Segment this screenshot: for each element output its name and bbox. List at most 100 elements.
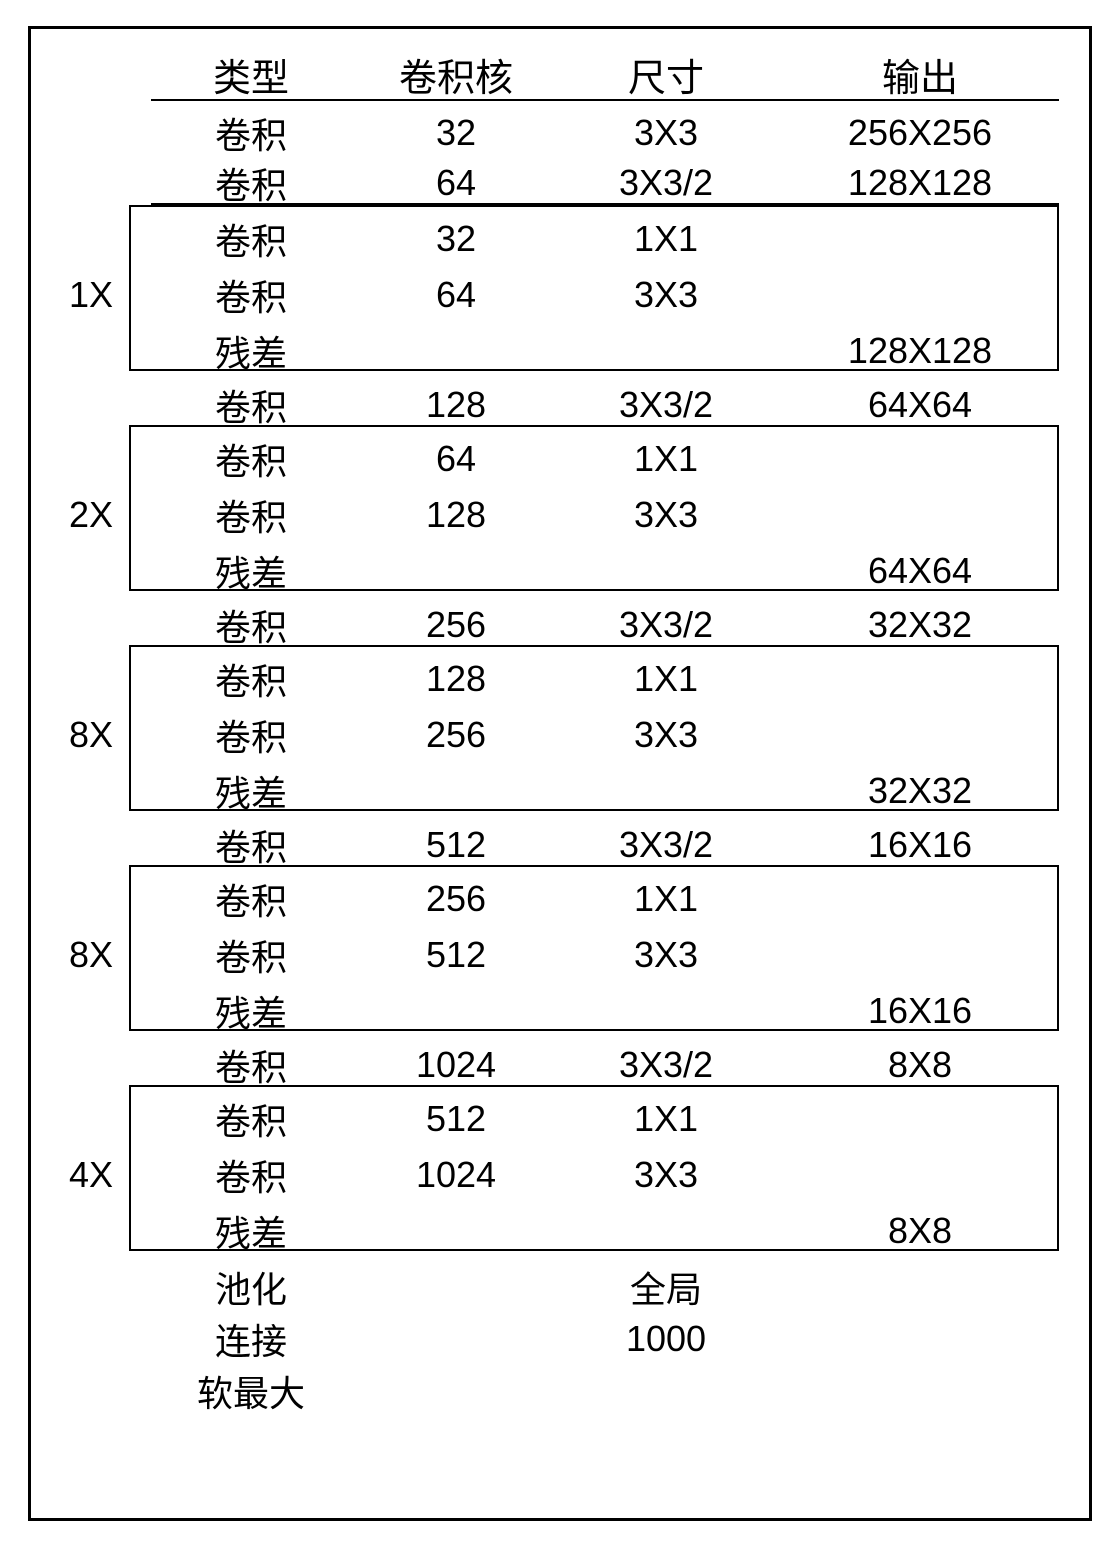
table-row: 卷积323X3256X256 xyxy=(31,107,1089,159)
table-row: 残差 32X32 xyxy=(31,765,1089,817)
table-row: 卷积10243X3/28X8 xyxy=(31,1039,1089,1091)
cell-size: 3X3/2 xyxy=(561,162,771,204)
cell-output: 8X8 xyxy=(771,1044,1089,1086)
table-row: 残差16X16 xyxy=(31,985,1089,1037)
cell-kernel: 32 xyxy=(351,112,561,154)
cell-size: 3X3 xyxy=(561,934,771,976)
cell-size: 尺寸 xyxy=(561,47,771,102)
cell-kernel: 256 xyxy=(351,714,561,756)
cell-type: 卷积 xyxy=(151,709,351,761)
cell-output: 32X32 xyxy=(771,604,1089,646)
cell-output: 256X256 xyxy=(771,112,1089,154)
cell-type: 卷积 xyxy=(151,107,351,159)
cell-size: 3X3 xyxy=(561,1154,771,1196)
cell-output: 128X128 xyxy=(771,162,1089,204)
cell-type: 卷积 xyxy=(151,433,351,485)
table-row: 卷积2561X1 xyxy=(31,873,1089,925)
cell-type: 连接 xyxy=(151,1313,351,1365)
cell-kernel: 64 xyxy=(351,274,561,316)
cell-size: 3X3 xyxy=(561,494,771,536)
cell-size: 3X3 xyxy=(561,714,771,756)
cell-size: 1X1 xyxy=(561,658,771,700)
cell-type: 池化 xyxy=(151,1261,351,1313)
cell-size: 3X3/2 xyxy=(561,384,771,426)
cell-output: 64X64 xyxy=(771,550,1089,592)
table-row: 连接 1000 xyxy=(31,1313,1089,1365)
cell-size: 1X1 xyxy=(561,218,771,260)
table-row: 池化 全局 xyxy=(31,1261,1089,1313)
cell-kernel: 256 xyxy=(351,878,561,920)
cell-type: 卷积 xyxy=(151,489,351,541)
cell-type: 卷积 xyxy=(151,269,351,321)
architecture-table: 类型卷积核尺寸输出卷积323X3256X256卷积643X3/2128X128卷… xyxy=(28,26,1092,1521)
cell-output: 8X8 xyxy=(771,1210,1089,1252)
table-row: 卷积2563X3/232X32 xyxy=(31,599,1089,651)
cell-kernel: 卷积核 xyxy=(351,47,561,102)
table-row: 2X卷积1283X3 xyxy=(31,489,1089,541)
cell-output: 输出 xyxy=(771,47,1089,102)
cell-size: 1X1 xyxy=(561,878,771,920)
cell-type: 卷积 xyxy=(151,213,351,265)
cell-type: 卷积 xyxy=(151,379,351,431)
cell-kernel: 1024 xyxy=(351,1044,561,1086)
cell-kernel: 512 xyxy=(351,934,561,976)
table-row: 卷积1281X1 xyxy=(31,653,1089,705)
cell-type: 卷积 xyxy=(151,1039,351,1091)
cell-output: 16X16 xyxy=(771,824,1089,866)
cell-mult: 4X xyxy=(31,1154,151,1196)
cell-type: 卷积 xyxy=(151,1093,351,1145)
table-row: 1X卷积643X3 xyxy=(31,269,1089,321)
cell-size: 1000 xyxy=(561,1318,771,1360)
cell-type: 残差 xyxy=(151,985,351,1037)
table-row: 卷积5123X3/216X16 xyxy=(31,819,1089,871)
table-row: 卷积641X1 xyxy=(31,433,1089,485)
cell-output: 32X32 xyxy=(771,770,1089,812)
cell-kernel: 1024 xyxy=(351,1154,561,1196)
cell-output: 128X128 xyxy=(771,330,1089,372)
cell-size: 3X3 xyxy=(561,112,771,154)
cell-type: 残差 xyxy=(151,325,351,377)
cell-mult: 8X xyxy=(31,934,151,976)
cell-kernel: 512 xyxy=(351,1098,561,1140)
cell-kernel: 512 xyxy=(351,824,561,866)
cell-type: 卷积 xyxy=(151,157,351,209)
table-row: 4X卷积10243X3 xyxy=(31,1149,1089,1201)
table-row: 残差 8X8 xyxy=(31,1205,1089,1257)
cell-size: 3X3/2 xyxy=(561,1044,771,1086)
cell-size: 3X3 xyxy=(561,274,771,316)
table-row: 8X卷积5123X3 xyxy=(31,929,1089,981)
cell-kernel: 64 xyxy=(351,438,561,480)
table-row: 8X卷积2563X3 xyxy=(31,709,1089,761)
table-row: 卷积1283X3/264X64 xyxy=(31,379,1089,431)
cell-mult: 2X xyxy=(31,494,151,536)
table-row: 卷积321X1 xyxy=(31,213,1089,265)
table-header: 类型卷积核尺寸输出 xyxy=(31,47,1089,102)
cell-type: 残差 xyxy=(151,545,351,597)
table-row: 残差 128X128 xyxy=(31,325,1089,377)
cell-size: 1X1 xyxy=(561,438,771,480)
table-row: 卷积5121X1 xyxy=(31,1093,1089,1145)
cell-type: 卷积 xyxy=(151,653,351,705)
cell-kernel: 256 xyxy=(351,604,561,646)
cell-size: 3X3/2 xyxy=(561,604,771,646)
cell-type: 卷积 xyxy=(151,819,351,871)
cell-kernel: 32 xyxy=(351,218,561,260)
cell-type: 卷积 xyxy=(151,599,351,651)
cell-kernel: 128 xyxy=(351,384,561,426)
table-row: 残差 64X64 xyxy=(31,545,1089,597)
cell-type: 卷积 xyxy=(151,873,351,925)
cell-kernel: 128 xyxy=(351,658,561,700)
cell-type: 软最大 xyxy=(151,1365,351,1417)
cell-size: 1X1 xyxy=(561,1098,771,1140)
cell-type: 类型 xyxy=(151,47,351,102)
table-row: 卷积643X3/2128X128 xyxy=(31,157,1089,209)
cell-type: 残差 xyxy=(151,1205,351,1257)
cell-size: 3X3/2 xyxy=(561,824,771,866)
cell-type: 残差 xyxy=(151,765,351,817)
table-row: 软最大 xyxy=(31,1365,1089,1417)
cell-type: 卷积 xyxy=(151,1149,351,1201)
cell-kernel: 64 xyxy=(351,162,561,204)
cell-type: 卷积 xyxy=(151,929,351,981)
cell-size: 全局 xyxy=(561,1261,771,1313)
cell-kernel: 128 xyxy=(351,494,561,536)
